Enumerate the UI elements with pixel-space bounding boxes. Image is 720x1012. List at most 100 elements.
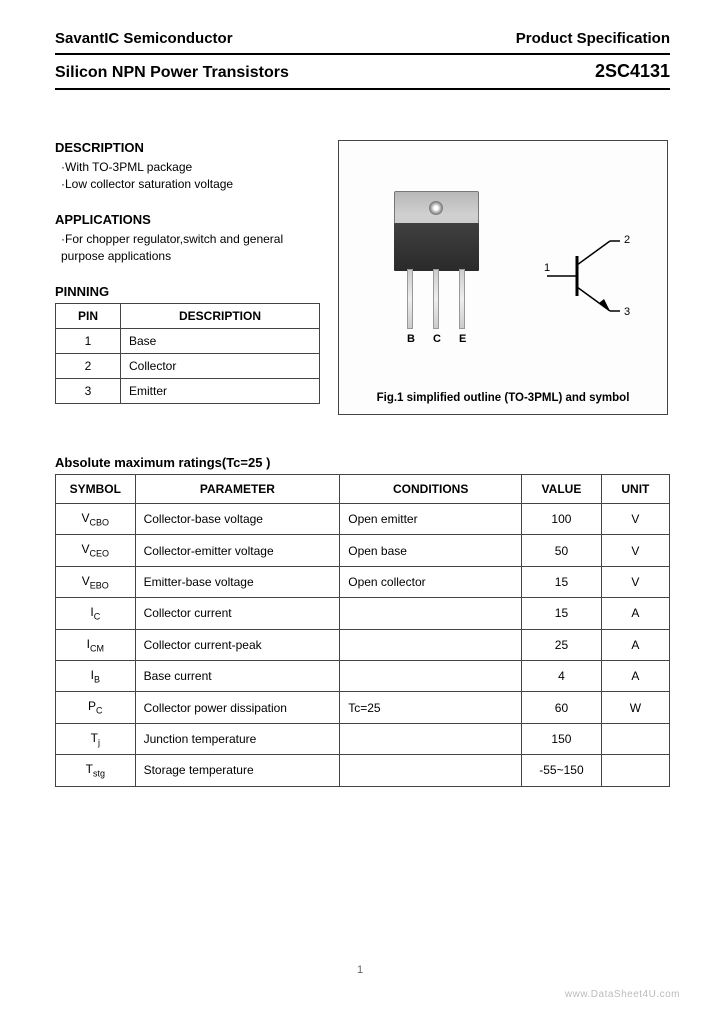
symbol-cell: VEBO xyxy=(56,566,136,597)
table-row: VEBOEmitter-base voltageOpen collector15… xyxy=(56,566,670,597)
unit-cell: A xyxy=(601,660,669,691)
product-family: Silicon NPN Power Transistors xyxy=(55,64,289,82)
table-row: TjJunction temperature150 xyxy=(56,723,670,754)
unit-cell: V xyxy=(601,535,669,566)
unit-cell: A xyxy=(601,629,669,660)
unit-cell: V xyxy=(601,566,669,597)
symbol-cell: VCBO xyxy=(56,504,136,535)
symbol-cell: ICM xyxy=(56,629,136,660)
header-row: SavantIC Semiconductor Product Specifica… xyxy=(55,30,670,53)
description-heading: DESCRIPTION xyxy=(55,140,320,155)
document-type: Product Specification xyxy=(516,30,670,47)
package-mold xyxy=(394,223,479,271)
package-lead xyxy=(433,269,439,329)
param-cell: Collector current xyxy=(135,598,340,629)
table-row: ICMCollector current-peak25A xyxy=(56,629,670,660)
pin-number: 3 xyxy=(56,378,121,403)
package-lead xyxy=(459,269,465,329)
applications-list: ·For chopper regulator,switch and genera… xyxy=(55,231,320,266)
pin-col-header: PIN xyxy=(56,303,121,328)
unit-cell xyxy=(601,755,669,786)
symbol-cell: Tstg xyxy=(56,755,136,786)
symbol-cell: PC xyxy=(56,692,136,723)
value-cell: 15 xyxy=(522,598,602,629)
unit-cell: W xyxy=(601,692,669,723)
symbol-pin-2: 2 xyxy=(624,234,630,246)
package-mounting-hole xyxy=(429,201,443,215)
param-cell: Collector current-peak xyxy=(135,629,340,660)
package-outline-icon: B C E xyxy=(379,191,494,366)
symbol-cell: IC xyxy=(56,598,136,629)
pin-desc: Base xyxy=(121,328,320,353)
table-row: 2 Collector xyxy=(56,353,320,378)
cond-cell: Open emitter xyxy=(340,504,522,535)
cond-cell: Tc=25 xyxy=(340,692,522,723)
param-cell: Base current xyxy=(135,660,340,691)
package-lead xyxy=(407,269,413,329)
unit-cell: V xyxy=(601,504,669,535)
symbol-cell: IB xyxy=(56,660,136,691)
table-row: ICCollector current 15A xyxy=(56,598,670,629)
datasheet-page: SavantIC Semiconductor Product Specifica… xyxy=(0,0,720,807)
description-item: ·With TO-3PML package xyxy=(55,159,320,176)
company-name: SavantIC Semiconductor xyxy=(55,30,233,47)
cond-cell: Open collector xyxy=(340,566,522,597)
symbol-pin-3: 3 xyxy=(624,306,630,318)
pin-desc: Collector xyxy=(121,353,320,378)
description-list: ·With TO-3PML package ·Low collector sat… xyxy=(55,159,320,194)
cond-cell xyxy=(340,598,522,629)
param-cell: Collector-emitter voltage xyxy=(135,535,340,566)
ratings-table: SYMBOL PARAMETER CONDITIONS VALUE UNIT V… xyxy=(55,474,670,787)
unit-cell: A xyxy=(601,598,669,629)
pin-desc: Emitter xyxy=(121,378,320,403)
page-number: 1 xyxy=(0,964,720,976)
lead-label: B xyxy=(407,333,415,345)
figure-caption: Fig.1 simplified outline (TO-3PML) and s… xyxy=(339,392,667,404)
col-conditions: CONDITIONS xyxy=(340,475,522,504)
table-header-row: PIN DESCRIPTION xyxy=(56,303,320,328)
ratings-heading: Absolute maximum ratings(Tc=25 ) xyxy=(55,455,670,470)
cond-cell: Open base xyxy=(340,535,522,566)
pinning-table: PIN DESCRIPTION 1 Base 2 Collector 3 Emi… xyxy=(55,303,320,404)
desc-col-header: DESCRIPTION xyxy=(121,303,320,328)
applications-item: ·For chopper regulator,switch and genera… xyxy=(55,231,320,266)
lead-label: C xyxy=(433,333,441,345)
value-cell: 100 xyxy=(522,504,602,535)
value-cell: 4 xyxy=(522,660,602,691)
transistor-symbol-icon: 1 2 3 xyxy=(542,221,637,331)
value-cell: 150 xyxy=(522,723,602,754)
title-row: Silicon NPN Power Transistors 2SC4131 xyxy=(55,53,670,90)
col-unit: UNIT xyxy=(601,475,669,504)
value-cell: 15 xyxy=(522,566,602,597)
table-row: VCEOCollector-emitter voltageOpen base50… xyxy=(56,535,670,566)
cond-cell xyxy=(340,660,522,691)
cond-cell xyxy=(340,755,522,786)
package-figure: B C E 1 2 3 Fig.1 simplified outline (TO… xyxy=(338,140,668,415)
table-row: VCBOCollector-base voltageOpen emitter10… xyxy=(56,504,670,535)
param-cell: Collector-base voltage xyxy=(135,504,340,535)
table-row: 3 Emitter xyxy=(56,378,320,403)
value-cell: 50 xyxy=(522,535,602,566)
watermark-text: www.DataSheet4U.com xyxy=(565,989,680,1000)
param-cell: Storage temperature xyxy=(135,755,340,786)
param-cell: Collector power dissipation xyxy=(135,692,340,723)
pin-number: 1 xyxy=(56,328,121,353)
col-symbol: SYMBOL xyxy=(56,475,136,504)
param-cell: Junction temperature xyxy=(135,723,340,754)
value-cell: 60 xyxy=(522,692,602,723)
value-cell: -55~150 xyxy=(522,755,602,786)
symbol-pin-1: 1 xyxy=(544,262,550,274)
applications-heading: APPLICATIONS xyxy=(55,212,320,227)
part-number: 2SC4131 xyxy=(595,61,670,82)
upper-content: DESCRIPTION ·With TO-3PML package ·Low c… xyxy=(55,140,670,415)
table-row: PCCollector power dissipationTc=25 60W xyxy=(56,692,670,723)
table-row: IBBase current 4A xyxy=(56,660,670,691)
lead-label: E xyxy=(459,333,466,345)
pin-number: 2 xyxy=(56,353,121,378)
pinning-heading: PINNING xyxy=(55,284,320,299)
cond-cell xyxy=(340,629,522,660)
unit-cell xyxy=(601,723,669,754)
table-row: TstgStorage temperature -55~150 xyxy=(56,755,670,786)
table-header-row: SYMBOL PARAMETER CONDITIONS VALUE UNIT xyxy=(56,475,670,504)
description-item: ·Low collector saturation voltage xyxy=(55,176,320,193)
